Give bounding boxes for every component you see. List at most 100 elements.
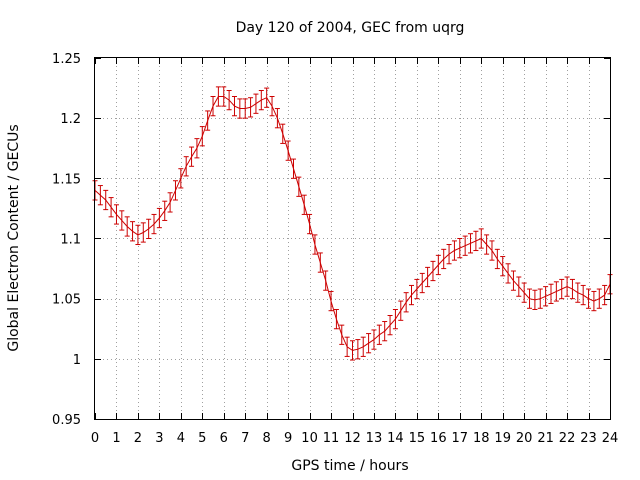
x-tick-label: 3: [155, 431, 163, 446]
data-point: [140, 222, 146, 243]
x-tick-label: 1: [112, 431, 120, 446]
data-point: [237, 98, 243, 119]
data-point: [194, 138, 200, 159]
data-point: [307, 213, 313, 235]
x-tick-label: 8: [263, 431, 271, 446]
x-axis-label: GPS time / hours: [291, 458, 408, 474]
x-tick-label: 24: [602, 431, 619, 446]
data-point: [205, 110, 211, 131]
grid-layer: [95, 58, 610, 419]
data-point: [500, 256, 506, 277]
data-point: [591, 290, 597, 312]
data-point: [392, 308, 398, 330]
data-point: [258, 89, 264, 111]
data-point: [451, 240, 457, 261]
data-point: [253, 93, 259, 114]
data-point: [435, 254, 441, 276]
data-point: [527, 288, 533, 309]
x-tick-label: 4: [177, 431, 185, 446]
data-point: [231, 96, 237, 117]
data-point: [189, 146, 195, 167]
series-line: [94, 96, 611, 351]
data-point: [521, 282, 527, 303]
plot-frame: [94, 57, 611, 420]
x-tick-label: 14: [387, 431, 404, 446]
data-point: [290, 158, 296, 179]
data-point: [172, 180, 178, 201]
data-point: [215, 86, 221, 107]
data-point: [333, 308, 339, 330]
data-point: [403, 292, 409, 313]
data-point: [135, 224, 141, 246]
tick-layer: 0 1 2 3 4 5 6 7 8 9 10 11 12 13 14 15 16 17 18 19 20 21 22 23 24…: [52, 52, 618, 446]
data-point: [505, 263, 511, 284]
data-point: [210, 96, 216, 117]
data-point: [269, 96, 275, 117]
x-tick-label: 6: [220, 431, 228, 446]
series-gec: [92, 86, 613, 361]
x-tick-label: 17: [452, 431, 469, 446]
data-point: [312, 234, 318, 255]
data-point: [339, 324, 345, 345]
data-point: [248, 97, 254, 118]
x-tick-label: 20: [516, 431, 533, 446]
x-tick-label: 15: [409, 431, 426, 446]
data-point: [553, 281, 559, 302]
data-point: [586, 288, 592, 309]
data-point: [285, 140, 291, 161]
data-point: [419, 272, 425, 294]
data-point: [296, 176, 302, 197]
x-tick-label: 13: [366, 431, 383, 446]
data-point: [323, 270, 329, 291]
y-tick-label: 0.95: [52, 413, 81, 428]
y-tick-label: 1.1: [60, 233, 81, 248]
y-tick-label: 1.2: [60, 112, 81, 127]
x-tick-label: 11: [323, 431, 340, 446]
x-tick-label: 22: [559, 431, 576, 446]
y-tick-label: 1.05: [52, 293, 81, 308]
x-tick-label: 2: [134, 431, 142, 446]
data-point: [124, 216, 130, 237]
data-point: [382, 321, 388, 342]
data-point: [103, 189, 109, 211]
data-point: [151, 213, 157, 235]
data-point: [602, 284, 608, 306]
data-point: [366, 333, 372, 354]
data-point: [596, 288, 602, 309]
data-point: [221, 86, 227, 107]
data-point: [425, 266, 431, 288]
chart-title: Day 120 of 2004, GEC from uqrg: [236, 20, 465, 36]
data-point: [274, 108, 280, 129]
data-point: [317, 252, 323, 273]
data-point: [146, 218, 152, 239]
data-point: [510, 270, 516, 291]
x-tick-label: 9: [284, 431, 292, 446]
data-point: [178, 168, 184, 189]
data-point: [376, 324, 382, 345]
data-point: [414, 278, 420, 300]
data-point: [162, 200, 168, 221]
data-point: [441, 248, 447, 270]
x-tick-label: 21: [537, 431, 554, 446]
data-point: [280, 123, 286, 144]
data-point: [409, 284, 415, 306]
data-point: [473, 230, 479, 252]
data-point: [360, 336, 366, 357]
data-point: [548, 283, 554, 304]
x-tick-label: 16: [430, 431, 447, 446]
data-point: [457, 238, 463, 259]
data-point: [430, 260, 436, 282]
x-tick-label: 12: [344, 431, 361, 446]
x-tick-label: 10: [301, 431, 318, 446]
data-point: [264, 87, 270, 108]
data-point: [569, 278, 575, 300]
data-point: [130, 221, 136, 242]
data-point: [564, 276, 570, 297]
data-point: [108, 197, 114, 218]
x-tick-label: 5: [198, 431, 206, 446]
data-point: [387, 315, 393, 336]
x-tick-label: 23: [580, 431, 597, 446]
data-point: [242, 98, 248, 119]
data-point: [156, 207, 162, 229]
data-point: [532, 289, 538, 310]
